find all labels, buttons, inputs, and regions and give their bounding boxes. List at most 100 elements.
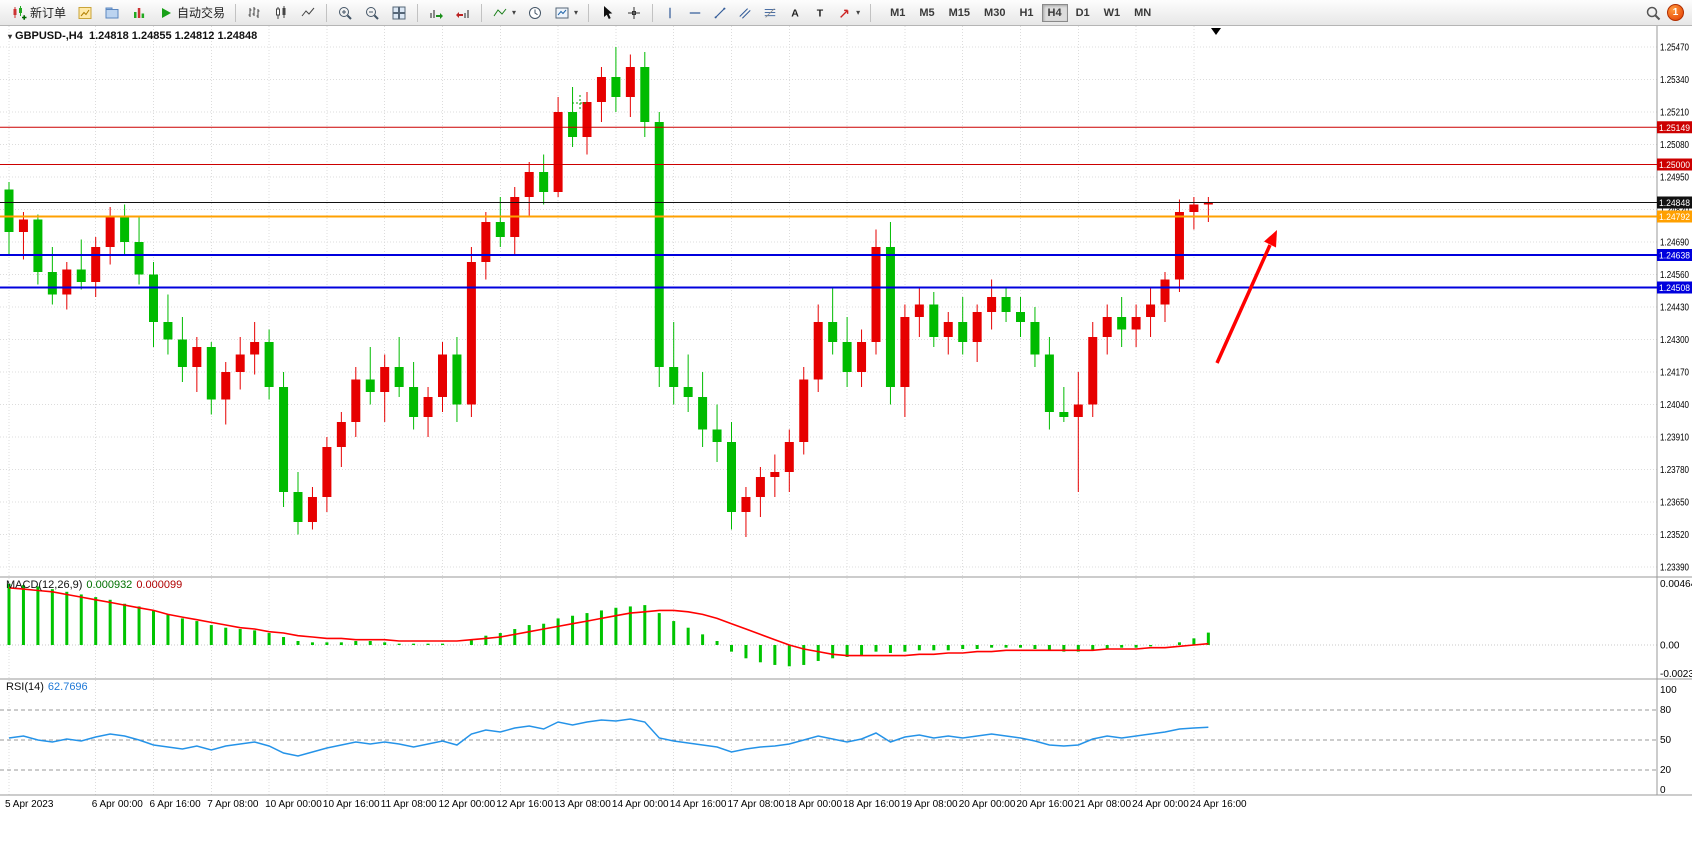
rsi-value: 62.7696 (47, 681, 88, 693)
price-tick-label: 1.25210 (1660, 108, 1689, 119)
toolbar-separator (870, 3, 872, 22)
indicators-button[interactable]: ▾ (487, 2, 521, 24)
rsi-axis-label: 50 (1660, 735, 1672, 746)
chart-shift-marker (1211, 28, 1221, 35)
auto-scroll-button[interactable] (423, 2, 449, 24)
market-watch-button[interactable] (126, 2, 152, 24)
fibonacci-icon (764, 7, 776, 18)
candle-body (365, 379, 375, 392)
price-tick-label: 1.23910 (1660, 433, 1689, 444)
collapse-icon[interactable]: ▾ (8, 32, 13, 41)
trendline-tool[interactable] (708, 2, 732, 24)
candle-body (596, 77, 606, 102)
candle-body (177, 339, 187, 367)
candle-body (1174, 212, 1184, 280)
text-tool[interactable]: A (783, 2, 807, 24)
indicators-icon (493, 8, 507, 16)
toolbar: 新订单 自动交易 (0, 0, 1692, 26)
candle-body (206, 347, 216, 400)
trend-arrow-head[interactable] (1264, 230, 1277, 248)
candle-body (351, 379, 361, 422)
horizontal-line-icon (689, 11, 701, 14)
text-label-tool[interactable]: T (808, 2, 832, 24)
toolbar-separator (326, 3, 328, 22)
time-axis-label: 11 Apr 08:00 (381, 799, 437, 810)
ohlc-values: 1.24818 1.24855 1.24812 1.24848 (88, 30, 258, 42)
horizontal-line-tool[interactable] (683, 2, 707, 24)
autotrading-button[interactable]: 自动交易 (153, 2, 230, 24)
macd-name: MACD(12,26,9) (6, 579, 83, 591)
time-axis-label: 20 Apr 16:00 (1017, 799, 1074, 810)
price-badge (1657, 196, 1692, 209)
price-tick-label: 1.24690 (1660, 238, 1689, 249)
crosshair-button[interactable] (621, 2, 647, 24)
periods-button[interactable] (522, 2, 548, 24)
timeframe-w1[interactable]: W1 (1098, 4, 1127, 22)
chart-shift-icon (456, 9, 470, 18)
tile-windows-button[interactable] (386, 2, 412, 24)
trend-arrow-line[interactable] (1215, 244, 1272, 364)
price-badge (1657, 210, 1692, 223)
macd-axis-label: 0.00 (1660, 641, 1680, 652)
toolbar-separator (235, 3, 237, 22)
candle-body (495, 222, 505, 237)
timeframe-d1[interactable]: D1 (1070, 4, 1096, 22)
search-icon[interactable] (1645, 5, 1661, 21)
candle-body (1016, 312, 1025, 322)
timeframe-m1[interactable]: M1 (884, 4, 911, 22)
new-chart-button[interactable] (72, 2, 98, 24)
cursor-button[interactable] (594, 2, 620, 24)
candle-body (943, 322, 953, 337)
candle-body (1131, 317, 1141, 330)
candle-body (1160, 279, 1170, 305)
candle-body (134, 242, 144, 275)
timeframe-m15[interactable]: M15 (943, 4, 976, 22)
candle-body (611, 77, 621, 97)
time-axis-label: 12 Apr 16:00 (496, 799, 553, 810)
bar-chart-button[interactable] (241, 2, 267, 24)
new-order-button[interactable]: 新订单 (6, 2, 71, 24)
chart-shift-button[interactable] (450, 2, 476, 24)
channel-tool[interactable] (733, 2, 757, 24)
price-tick-label: 1.23520 (1660, 530, 1689, 541)
fibonacci-tool[interactable] (758, 2, 782, 24)
notification-badge[interactable]: 1 (1667, 4, 1684, 21)
macd-axis-label: -0.00233 (1660, 669, 1692, 680)
macd-axis-label: 0.004645 (1660, 579, 1692, 590)
rsi-line (8, 718, 1209, 757)
price-tick-label: 1.23650 (1660, 498, 1689, 509)
price-badge-label: 1.24792 (1659, 212, 1690, 222)
cursor-icon (604, 5, 613, 19)
zoom-out-button[interactable] (359, 2, 385, 24)
candle-body (250, 342, 260, 355)
line-chart-button[interactable] (295, 2, 321, 24)
channel-icon (739, 7, 751, 19)
candle-body (1203, 202, 1213, 205)
candle-body (163, 322, 173, 340)
price-tick-label: 1.25080 (1660, 140, 1689, 151)
timeframe-h4[interactable]: H4 (1041, 3, 1068, 22)
candle-body (91, 247, 101, 282)
candle-body (972, 312, 982, 342)
new-order-label: 新订单 (30, 6, 67, 20)
time-axis-label: 13 Apr 08:00 (554, 799, 611, 810)
timeframe-m5[interactable]: M5 (913, 4, 940, 22)
timeframe-mn[interactable]: MN (1128, 4, 1157, 22)
time-axis-label: 14 Apr 00:00 (612, 799, 669, 810)
candle-body (553, 112, 563, 192)
zoom-in-button[interactable] (332, 2, 358, 24)
candlestick-chart-icon (276, 5, 286, 19)
tile-windows-icon (392, 6, 406, 19)
candle-body (727, 442, 736, 512)
timeframe-m30[interactable]: M30 (978, 4, 1011, 22)
vertical-line-tool[interactable] (658, 2, 682, 24)
text-icon: A (791, 7, 799, 19)
candlestick-chart-button[interactable] (268, 2, 294, 24)
templates-button[interactable]: ▾ (549, 2, 583, 24)
candle-body (380, 367, 390, 392)
candle-body (120, 217, 130, 242)
profiles-button[interactable] (99, 2, 125, 24)
arrows-tool[interactable]: ▾ (833, 2, 865, 24)
timeframe-h1[interactable]: H1 (1013, 4, 1039, 22)
